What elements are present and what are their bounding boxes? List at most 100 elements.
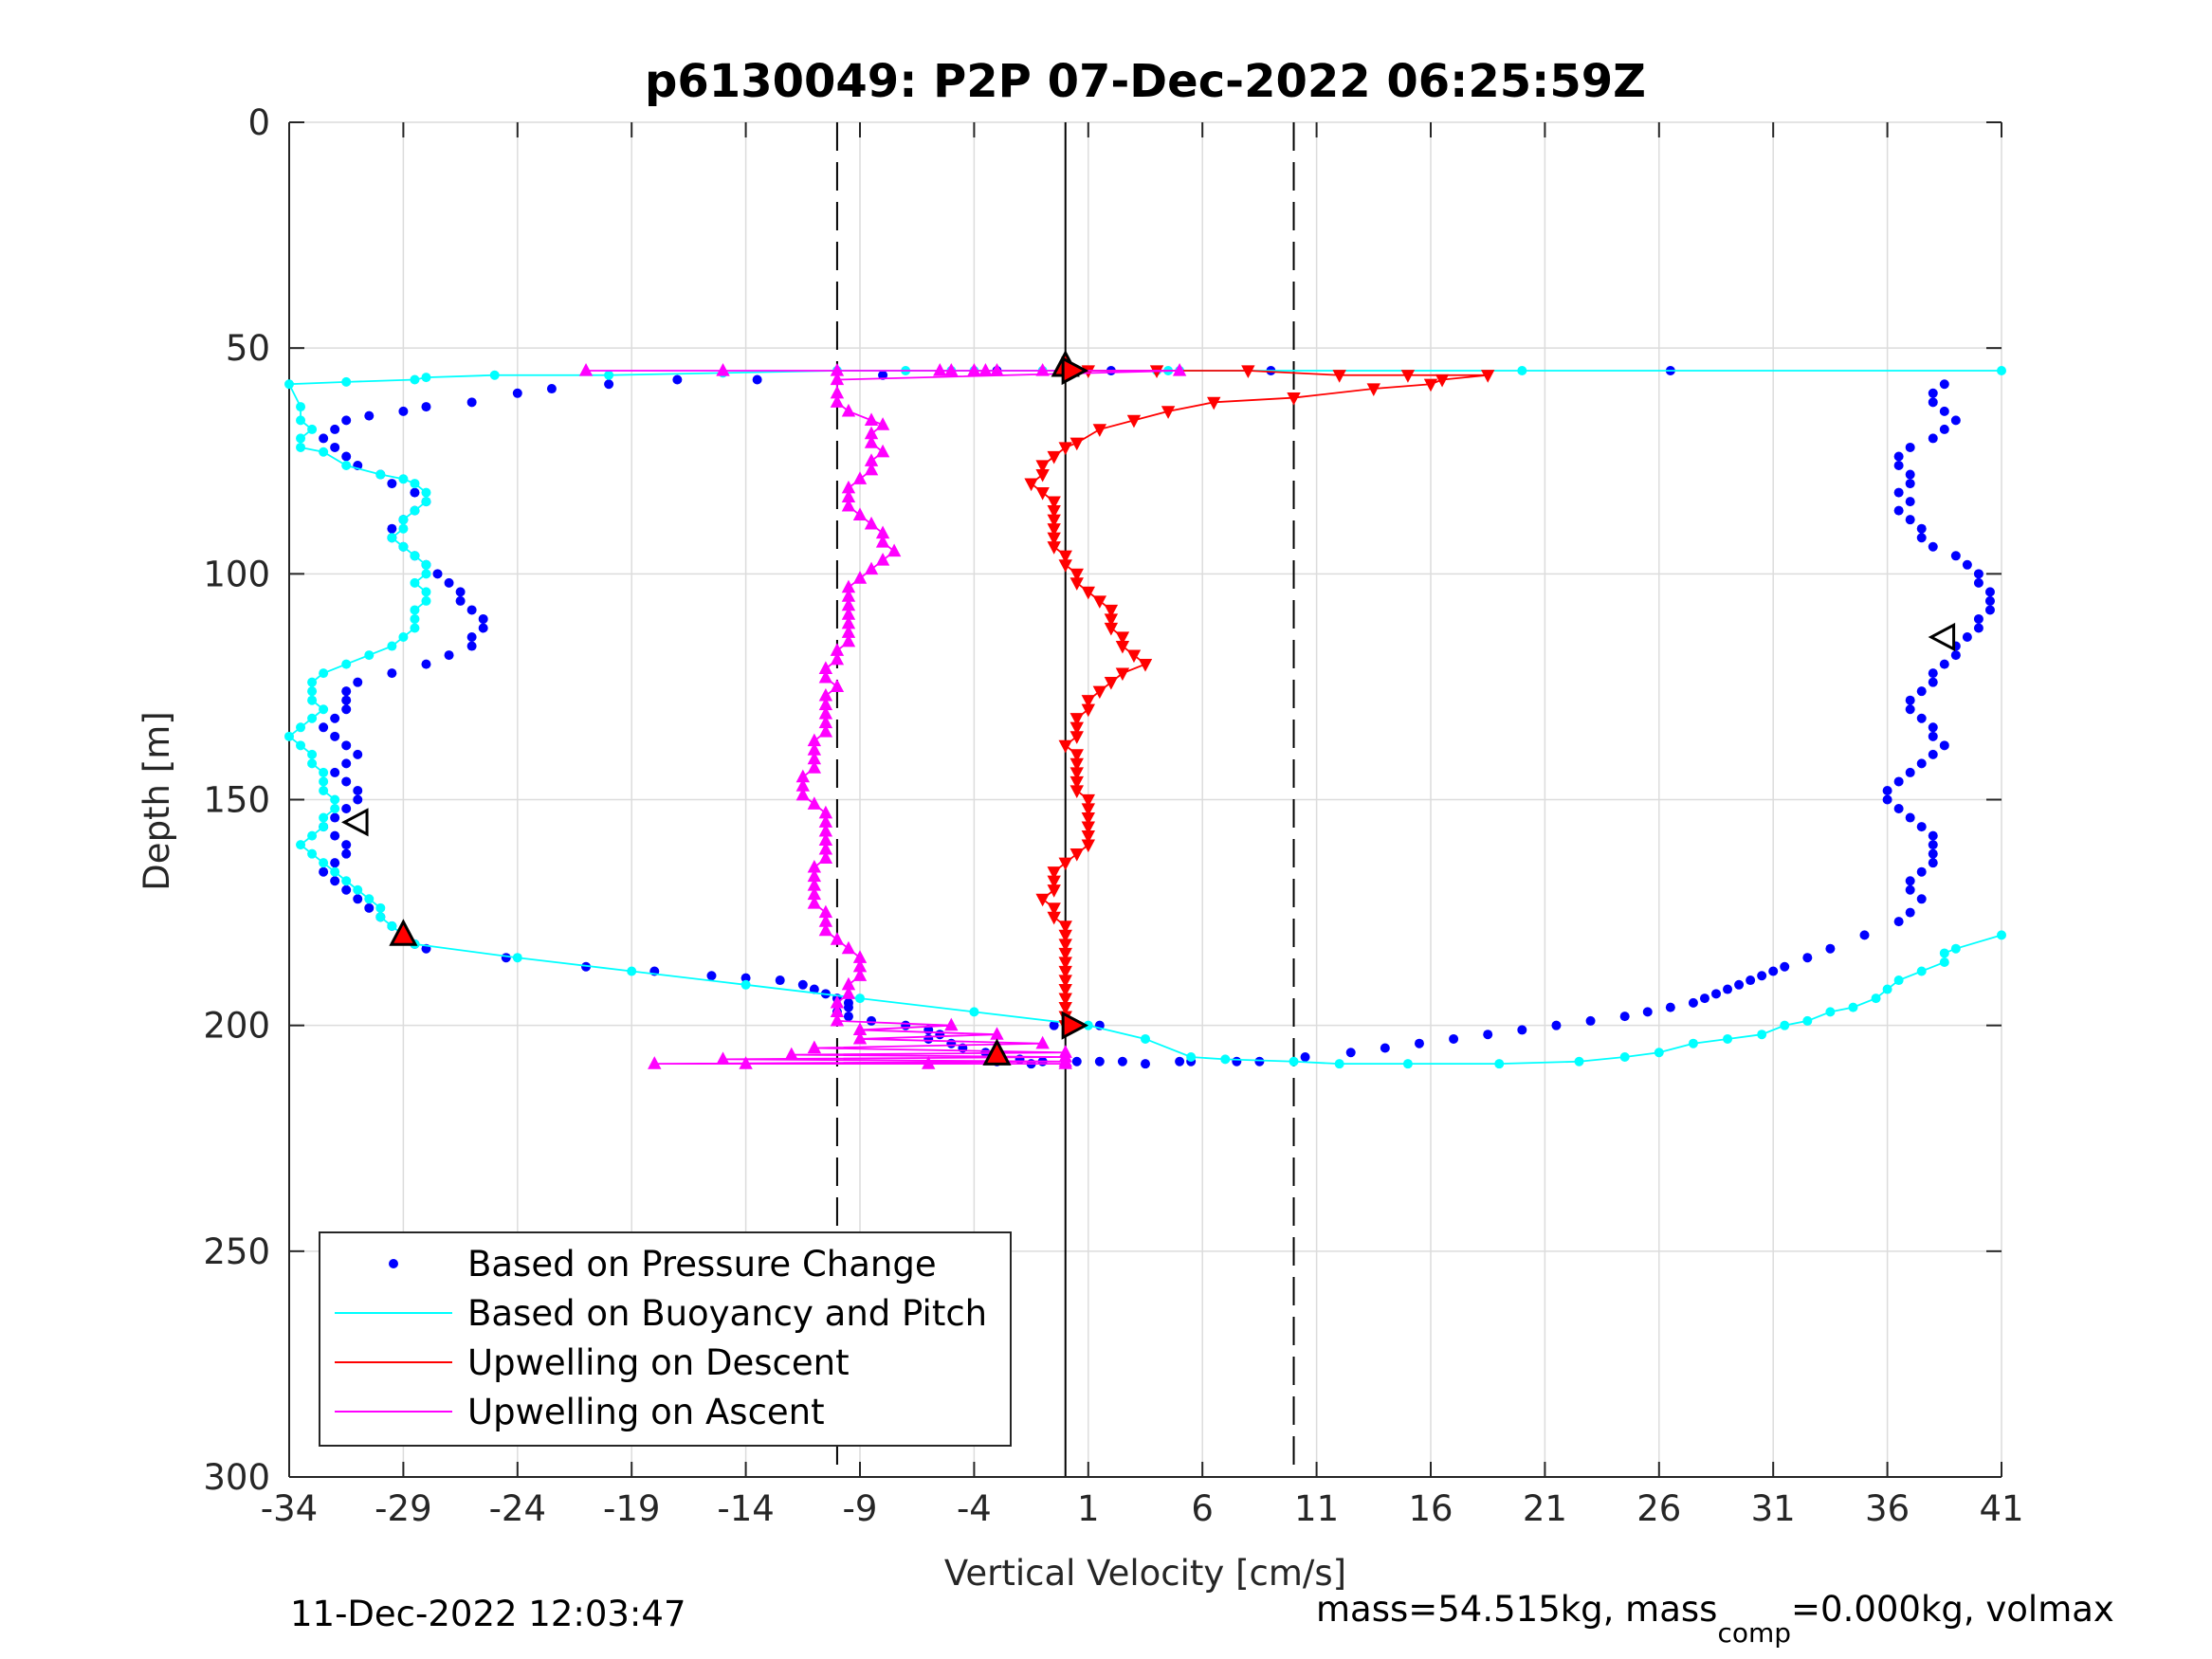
pressure-point bbox=[1802, 953, 1813, 963]
ascent-point bbox=[841, 589, 856, 602]
buoyancy-point bbox=[307, 749, 318, 759]
buoyancy-point bbox=[1186, 1052, 1197, 1063]
pressure-point bbox=[319, 722, 329, 733]
ascent-point bbox=[841, 633, 856, 647]
ascent-point bbox=[1035, 1035, 1050, 1049]
pressure-point bbox=[1939, 379, 1949, 390]
pressure-point bbox=[466, 632, 477, 643]
buoyancy-point bbox=[1141, 1033, 1150, 1044]
pressure-point bbox=[387, 668, 397, 679]
buoyancy-point bbox=[627, 966, 637, 976]
pressure-point bbox=[341, 804, 352, 814]
buoyancy-point bbox=[296, 442, 306, 452]
ascent-point bbox=[864, 412, 879, 426]
descent-point bbox=[1035, 460, 1050, 474]
event-marker-left bbox=[341, 808, 369, 837]
mass-text-a: mass=54.515kg, mass bbox=[1316, 1589, 1717, 1630]
x-tick-label: 6 bbox=[1191, 1488, 1214, 1529]
ascent-point bbox=[739, 1056, 753, 1069]
pressure-point bbox=[1414, 1038, 1424, 1048]
descent-point bbox=[1104, 604, 1119, 618]
descent-point bbox=[1047, 496, 1061, 510]
pressure-point bbox=[1893, 451, 1904, 462]
pressure-point bbox=[1973, 623, 1983, 633]
buoyancy-point bbox=[330, 866, 340, 877]
pressure-point bbox=[398, 406, 409, 416]
descent-point bbox=[1058, 947, 1072, 961]
pressure-point bbox=[1585, 1015, 1596, 1026]
buoyancy-point bbox=[364, 894, 375, 904]
buoyancy-point bbox=[1517, 365, 1527, 375]
ascent-point bbox=[875, 417, 890, 430]
descent-point bbox=[1092, 685, 1107, 700]
pressure-point bbox=[1232, 1056, 1242, 1066]
ascent-point bbox=[841, 579, 856, 593]
buoyancy-point bbox=[307, 677, 318, 687]
buoyancy-point bbox=[398, 632, 409, 643]
pressure-point bbox=[330, 424, 340, 434]
pressure-point bbox=[1928, 668, 1938, 679]
pressure-point bbox=[1905, 695, 1915, 705]
ascent-point bbox=[875, 553, 890, 566]
descent-point bbox=[1081, 811, 1095, 826]
pressure-point bbox=[581, 961, 592, 972]
buoyancy-point bbox=[296, 433, 306, 444]
descent-point bbox=[1069, 713, 1084, 726]
buoyancy-point bbox=[1916, 966, 1927, 976]
buoyancy-point bbox=[341, 461, 352, 471]
pressure-point bbox=[1905, 907, 1915, 918]
ascent-point bbox=[841, 498, 856, 512]
pressure-point bbox=[740, 973, 751, 983]
descent-point bbox=[1241, 365, 1255, 378]
descent-point bbox=[1047, 505, 1061, 519]
pressure-point bbox=[319, 866, 329, 877]
buoyancy-point bbox=[296, 840, 306, 850]
legend-box bbox=[319, 1231, 1012, 1447]
x-tick-label: -14 bbox=[717, 1488, 774, 1529]
pressure-point bbox=[1117, 1056, 1127, 1066]
buoyancy-point bbox=[969, 1007, 979, 1017]
descent-point bbox=[1058, 559, 1072, 573]
descent-point bbox=[1092, 595, 1107, 609]
pressure-point bbox=[1905, 479, 1915, 489]
pressure-point bbox=[1768, 966, 1779, 976]
buoyancy-point bbox=[319, 447, 329, 457]
buoyancy-point bbox=[410, 479, 420, 489]
pressure-point bbox=[1939, 659, 1949, 669]
y-axis-label: Depth [m] bbox=[137, 711, 177, 890]
pressure-point bbox=[1939, 740, 1949, 751]
pressure-point bbox=[867, 1015, 877, 1026]
pressure-point bbox=[1380, 1043, 1390, 1053]
descent-point bbox=[1058, 965, 1072, 979]
descent-point bbox=[1058, 739, 1072, 754]
x-tick-label: 36 bbox=[1865, 1488, 1910, 1529]
descent-point bbox=[1058, 442, 1072, 455]
pressure-point bbox=[1345, 1048, 1356, 1058]
descent-point bbox=[1287, 392, 1301, 406]
ascent-point bbox=[875, 525, 890, 539]
descent-point bbox=[1069, 757, 1084, 772]
buoyancy-point bbox=[1289, 1056, 1299, 1066]
buoyancy-point bbox=[307, 758, 318, 769]
buoyancy-point bbox=[1402, 1059, 1413, 1069]
buoyancy-line bbox=[287, 370, 2002, 1066]
pressure-point bbox=[444, 577, 454, 588]
pressure-point bbox=[1950, 650, 1961, 661]
buoyancy-point bbox=[375, 902, 386, 913]
event-marker-up bbox=[389, 919, 418, 946]
pressure-point bbox=[1973, 613, 1983, 624]
descent-point bbox=[1081, 793, 1095, 808]
legend-label: Based on Buoyancy and Pitch bbox=[467, 1293, 987, 1334]
buoyancy-point bbox=[387, 921, 397, 931]
ascent-point bbox=[795, 778, 810, 792]
ascent-point bbox=[852, 1030, 868, 1045]
pressure-point bbox=[466, 397, 477, 408]
ascent-point bbox=[807, 859, 822, 873]
pressure-point bbox=[1928, 388, 1938, 398]
descent-point bbox=[1024, 478, 1038, 492]
ascent-point bbox=[818, 914, 833, 927]
ascent-point bbox=[830, 372, 845, 386]
descent-point bbox=[1035, 893, 1050, 907]
pressure-point bbox=[1928, 858, 1938, 868]
